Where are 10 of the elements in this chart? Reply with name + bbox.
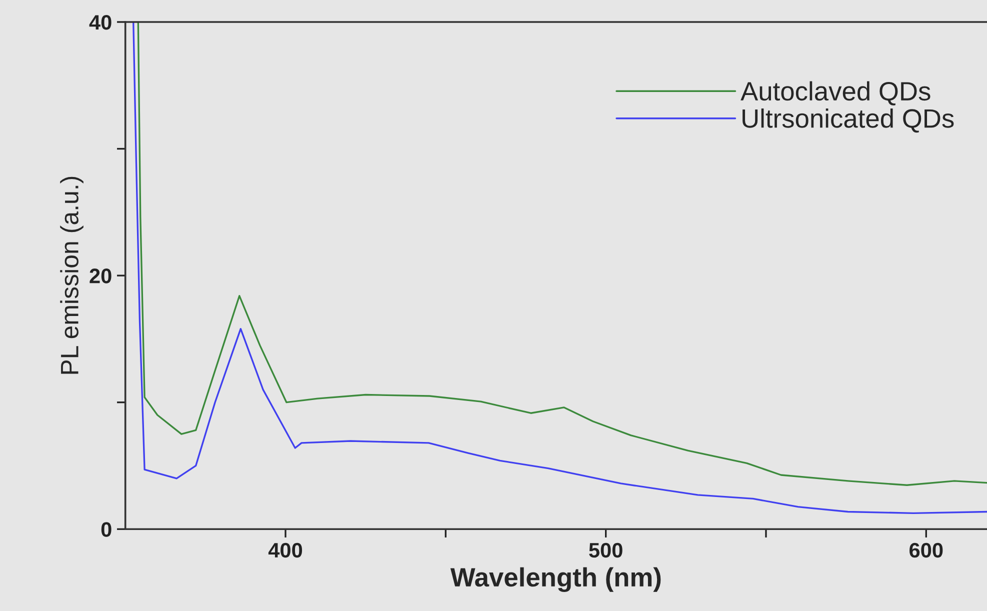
y-tick-label: 0 [101, 522, 112, 537]
x-axis-title: Wavelength (nm) [450, 567, 661, 592]
y-tick-label: 20 [90, 268, 112, 284]
x-tick-label: 400 [268, 542, 302, 558]
legend-label: Ultrsonicated QDs [742, 108, 954, 133]
legend-label: Autoclaved QDs [740, 81, 930, 106]
x-tick-label: 500 [589, 542, 622, 558]
y-tick-label: 40 [89, 14, 112, 30]
x-tick-label: 600 [910, 542, 943, 558]
y-axis-title: PL emission (a.u.) [60, 176, 84, 374]
